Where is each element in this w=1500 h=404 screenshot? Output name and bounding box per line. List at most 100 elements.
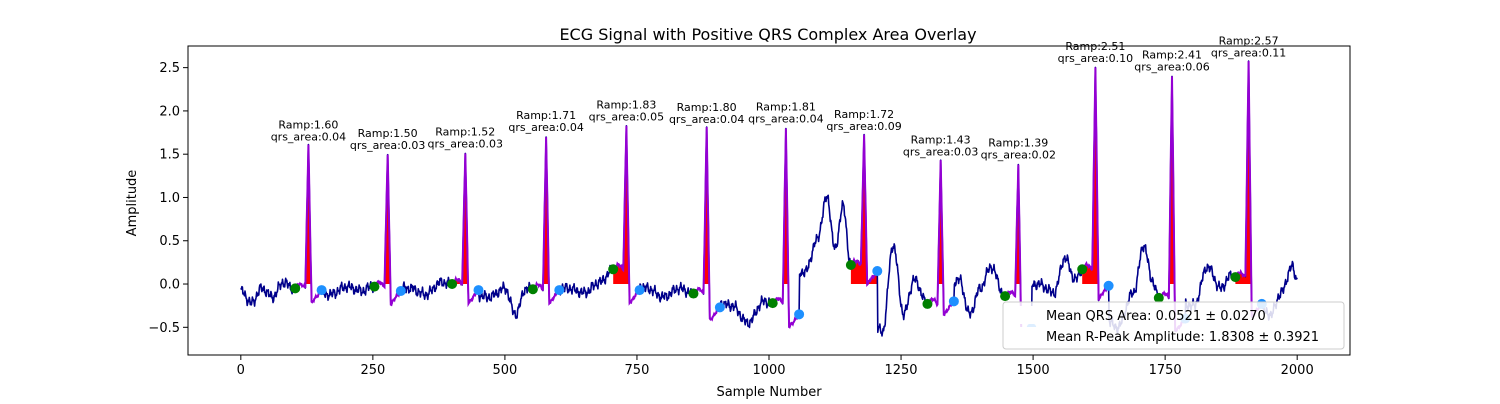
- r-amp-label: Ramp:2.57: [1219, 35, 1279, 48]
- s-point-marker: [948, 296, 959, 307]
- qrs-area-label: qrs_area:0.02: [981, 149, 1056, 162]
- qrs-area-label: qrs_area:0.04: [748, 112, 823, 125]
- q-point-marker: [369, 281, 380, 292]
- legend-swatch-1: [1013, 306, 1039, 324]
- y-axis: −0.5 0.0 0.5 1.0 1.5 2.0 2.5: [148, 61, 188, 336]
- y-tick-label: 1.0: [159, 191, 180, 206]
- r-amp-label: Ramp:1.43: [911, 133, 971, 146]
- qrs-area-label: qrs_area:0.04: [669, 113, 744, 126]
- qrs-segment-line: [451, 153, 480, 308]
- r-amp-label: Ramp:1.52: [435, 125, 495, 138]
- legend: Mean QRS Area: 0.0521 ± 0.0270 Mean R-Pe…: [1002, 301, 1345, 350]
- x-tick-label: 750: [625, 363, 650, 378]
- x-axis: 0 250 500 750 1000 1250 1500 1750 2000: [237, 355, 1314, 378]
- q-point-marker: [767, 298, 778, 309]
- qrs-area-fill: [1158, 76, 1186, 285]
- r-amp-label: Ramp:1.83: [596, 99, 656, 112]
- qrs-segment-line: [294, 144, 323, 304]
- s-point-marker: [395, 285, 406, 296]
- x-tick-label: 1750: [1149, 363, 1182, 378]
- s-point-marker: [473, 285, 484, 296]
- r-amp-label: Ramp:1.39: [988, 137, 1048, 150]
- qrs-segment-line: [531, 137, 561, 306]
- qrs-area-label: qrs_area:0.03: [903, 145, 978, 158]
- x-tick-label: 250: [360, 363, 385, 378]
- q-point-marker: [1153, 292, 1164, 303]
- qrs-area-fill: [295, 144, 322, 284]
- qrs-area-label: qrs_area:0.11: [1211, 47, 1286, 60]
- s-point-marker: [554, 285, 565, 296]
- x-axis-title: Sample Number: [716, 385, 822, 400]
- r-amp-label: Ramp:1.50: [358, 127, 418, 140]
- qrs-area-fill: [613, 125, 640, 284]
- r-amp-label: Ramp:1.80: [677, 101, 737, 114]
- qrs-area-fill: [374, 154, 401, 284]
- y-tick-label: 2.5: [159, 61, 180, 76]
- qrs-area-fill: [1235, 61, 1262, 284]
- q-point-marker: [1230, 272, 1241, 283]
- s-point-marker: [714, 302, 725, 313]
- q-point-marker: [447, 279, 458, 290]
- q-point-marker: [290, 283, 301, 294]
- q-point-marker: [1077, 264, 1088, 275]
- s-point-marker: [872, 266, 883, 277]
- x-tick-label: 1000: [752, 363, 785, 378]
- qrs-area-fill: [1005, 164, 1032, 284]
- qrs-area-fill: [772, 128, 800, 284]
- q-point-marker: [922, 298, 933, 309]
- y-tick-label: 0.0: [159, 278, 180, 293]
- qrs-area-label: qrs_area:0.03: [350, 139, 425, 152]
- y-tick-label: 0.5: [159, 234, 180, 249]
- qrs-area-label: qrs_area:0.10: [1058, 52, 1133, 65]
- s-point-marker: [1103, 280, 1114, 291]
- q-point-marker: [527, 284, 538, 295]
- qrs-segment-line: [850, 134, 879, 287]
- q-point-marker: [1000, 291, 1011, 302]
- qrs-area-fill: [452, 153, 479, 284]
- chart-title: ECG Signal with Positive QRS Complex Are…: [559, 25, 976, 44]
- legend-box: [1002, 301, 1345, 350]
- legend-mean-qrs-area: Mean QRS Area: 0.0521 ± 0.0270: [1046, 309, 1266, 324]
- s-point-marker: [794, 309, 805, 320]
- q-point-marker: [608, 264, 619, 275]
- legend-swatch-2: [1013, 327, 1039, 345]
- q-point-marker: [688, 288, 699, 299]
- y-tick-label: 2.0: [159, 104, 180, 119]
- q-point-marker: [845, 259, 856, 270]
- y-tick-label: 1.5: [159, 148, 180, 163]
- x-tick-label: 1500: [1017, 363, 1050, 378]
- qrs-segment-line: [692, 126, 721, 322]
- qrs-area-fill: [532, 137, 560, 284]
- qrs-area-fill: [927, 160, 954, 284]
- qrs-segment-line: [612, 125, 641, 306]
- qrs-area-label: qrs_area:0.03: [428, 137, 503, 150]
- qrs-area-label: qrs_area:0.05: [589, 111, 664, 124]
- qrs-area-label: qrs_area:0.09: [826, 120, 901, 133]
- qrs-area-label: qrs_area:0.06: [1134, 60, 1209, 73]
- qrs-segment-line: [927, 160, 955, 317]
- x-tick-label: 2000: [1281, 363, 1314, 378]
- qrs-area-fill: [1082, 67, 1109, 285]
- legend-mean-r-amp: Mean R-Peak Amplitude: 1.8308 ± 0.3921: [1046, 330, 1319, 345]
- r-amp-label: Ramp:1.71: [516, 109, 576, 122]
- r-amp-label: Ramp:2.41: [1142, 48, 1202, 61]
- r-amp-label: Ramp:1.81: [756, 100, 816, 113]
- r-amp-label: Ramp:1.72: [834, 108, 894, 121]
- s-point-marker: [634, 285, 645, 296]
- qrs-segment-line: [1081, 67, 1110, 301]
- qrs-segment-line: [373, 154, 402, 307]
- qrs-area-label: qrs_area:0.04: [271, 131, 346, 144]
- qrs-area-fill: [850, 134, 878, 284]
- y-tick-label: −0.5: [148, 321, 180, 336]
- s-point-marker: [316, 285, 327, 296]
- x-tick-label: 500: [492, 363, 517, 378]
- qrs-area-layer: [295, 61, 1262, 285]
- qrs-area-label: qrs_area:0.04: [508, 121, 583, 134]
- y-axis-title: Amplitude: [125, 170, 140, 237]
- x-tick-label: 0: [237, 363, 245, 378]
- qrs-segment-line: [771, 128, 801, 329]
- x-tick-label: 1250: [884, 363, 917, 378]
